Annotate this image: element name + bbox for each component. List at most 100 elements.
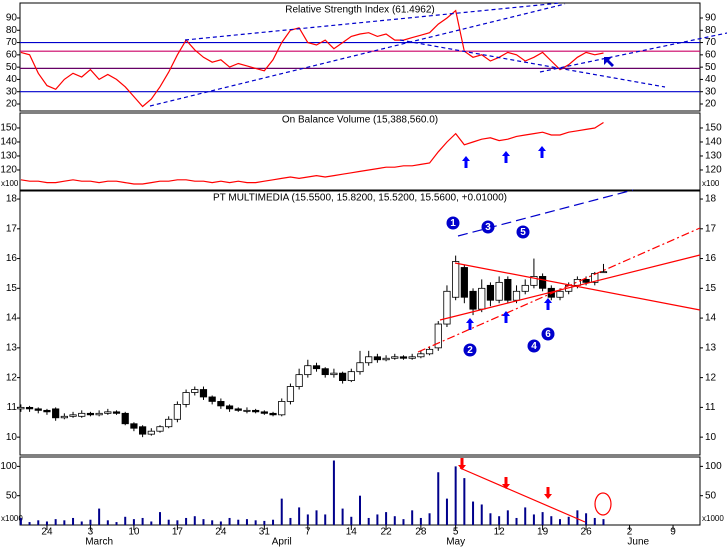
y-tick-label: 18 (6, 194, 18, 205)
y-tick-label: 17 (6, 223, 18, 234)
annotation-badge (481, 220, 495, 234)
x-tick-label: 26 (581, 527, 593, 538)
volume-bar (132, 519, 135, 525)
candle-body (52, 408, 60, 419)
candle-body (443, 290, 451, 325)
candle-body (199, 389, 208, 398)
volume-bar (124, 516, 127, 525)
volume-bar (176, 520, 179, 525)
candle-body (417, 353, 425, 358)
x-tick-label: 12 (494, 527, 506, 538)
trend-line (539, 32, 727, 73)
y-tick-label: 15 (6, 283, 18, 294)
candle-body (86, 412, 95, 416)
trend-line (417, 227, 701, 353)
y-tick-label: 20 (6, 99, 18, 110)
volume-bar (385, 512, 388, 525)
month-label: May (446, 537, 465, 548)
x-tick-label: 10 (128, 527, 140, 538)
candle-body (408, 356, 416, 359)
volume-bar (167, 519, 170, 525)
arrow (458, 458, 466, 470)
candle-body (556, 290, 564, 298)
volume-bar (506, 510, 509, 525)
volume-bar (228, 517, 231, 525)
y-multiplier: x100 (1, 179, 19, 188)
candle-body (521, 284, 529, 292)
arrow (502, 477, 510, 489)
volume-bar (159, 512, 161, 525)
candle-body (347, 371, 355, 381)
volume-bar (376, 514, 379, 525)
y-tick-label: 18 (705, 194, 717, 205)
month-label: April (272, 537, 292, 548)
trend-line (454, 262, 701, 311)
volume-bar (115, 522, 118, 525)
y-tick-label: 140 (0, 137, 17, 148)
candle-body (191, 389, 199, 393)
y-tick-label: 14 (705, 313, 717, 324)
annotation-label: 6 (545, 329, 551, 340)
volume-bar (211, 520, 214, 525)
data-line (20, 9, 604, 108)
annotation-label: 4 (531, 341, 537, 352)
candle-body (147, 430, 155, 435)
y-tick-label: 13 (6, 342, 18, 353)
volume-bar (541, 512, 544, 525)
y-tick-label: 12 (705, 372, 717, 383)
volume-bar (550, 516, 553, 525)
y-multiplier: x1000 (1, 514, 23, 523)
volume-bar (98, 508, 101, 525)
volume-bar (437, 472, 440, 525)
panel-frame (19, 190, 701, 456)
panel-frame (19, 112, 701, 191)
y-tick-label: 150 (0, 123, 17, 134)
annotation-badge (463, 343, 477, 357)
y-tick-label: 150 (705, 123, 722, 134)
candle-body (252, 409, 260, 413)
y-tick-label: 20 (705, 99, 717, 110)
x-tick-label: 5 (453, 527, 459, 538)
volume-bar (367, 517, 370, 525)
candle-body (43, 409, 51, 413)
candle-body (17, 406, 25, 410)
candle-body (539, 276, 547, 289)
annotation-badge (527, 339, 541, 353)
candle-body (304, 365, 312, 376)
volume-bar (150, 521, 153, 525)
volume-bar (263, 520, 266, 525)
candle-body (225, 405, 234, 410)
candle-body (165, 418, 173, 428)
candle-body (434, 323, 442, 349)
volume-bar (350, 516, 353, 525)
arrow (544, 298, 552, 310)
annotation-label: 5 (520, 227, 526, 238)
y-tick-label: 30 (6, 86, 18, 97)
candle-body (278, 401, 286, 416)
y-tick-label: 90 (705, 13, 717, 24)
candle-body (217, 401, 225, 407)
y-tick-label: 70 (6, 37, 18, 48)
volume-bar (524, 507, 527, 525)
candle-body (312, 365, 321, 370)
candle-body (599, 271, 608, 274)
volume-bar (315, 510, 318, 525)
volume-bar (254, 520, 257, 525)
volume-bar (245, 519, 248, 525)
volume-bar (332, 460, 335, 525)
annotation-badge (516, 225, 530, 239)
data-line (20, 121, 604, 185)
annotation-label: 2 (467, 345, 473, 356)
y-tick-label: 50 (6, 490, 18, 501)
candle-body (530, 276, 538, 286)
volume-bar (480, 504, 483, 525)
candle-body (286, 386, 295, 402)
candle-body (156, 426, 164, 432)
candle-body (469, 290, 477, 310)
highlight-circle (594, 492, 612, 516)
y-tick-label: 120 (0, 165, 17, 176)
volume-bar (298, 507, 301, 525)
x-tick-label: 24 (41, 527, 53, 538)
candle-body (391, 356, 399, 359)
candle-body (208, 396, 216, 402)
